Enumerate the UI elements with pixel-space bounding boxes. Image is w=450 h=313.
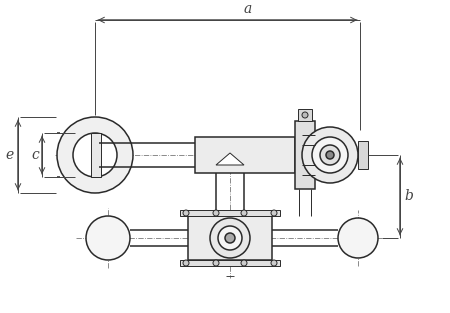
Circle shape	[225, 233, 235, 243]
Circle shape	[57, 117, 133, 193]
Circle shape	[213, 260, 219, 266]
Circle shape	[271, 210, 277, 216]
Circle shape	[86, 216, 130, 260]
Bar	[91, 133, 101, 177]
Circle shape	[183, 260, 189, 266]
Circle shape	[183, 210, 189, 216]
Circle shape	[210, 218, 250, 258]
Circle shape	[302, 127, 358, 183]
Circle shape	[218, 226, 242, 250]
Circle shape	[241, 260, 247, 266]
Bar	[298, 109, 312, 121]
Bar	[195, 137, 295, 173]
Bar	[358, 141, 368, 169]
Circle shape	[302, 112, 308, 118]
Circle shape	[312, 137, 348, 173]
Circle shape	[326, 151, 334, 159]
Circle shape	[73, 133, 117, 177]
Text: e: e	[6, 148, 14, 162]
Text: c: c	[31, 148, 39, 162]
Circle shape	[213, 210, 219, 216]
Bar	[180, 260, 280, 266]
Bar	[295, 121, 315, 189]
Bar	[180, 210, 280, 216]
Text: b: b	[404, 189, 413, 203]
Circle shape	[241, 210, 247, 216]
Circle shape	[320, 145, 340, 165]
Circle shape	[271, 260, 277, 266]
Text: a: a	[243, 2, 252, 16]
Bar	[188, 216, 272, 260]
Circle shape	[338, 218, 378, 258]
Polygon shape	[216, 153, 244, 165]
